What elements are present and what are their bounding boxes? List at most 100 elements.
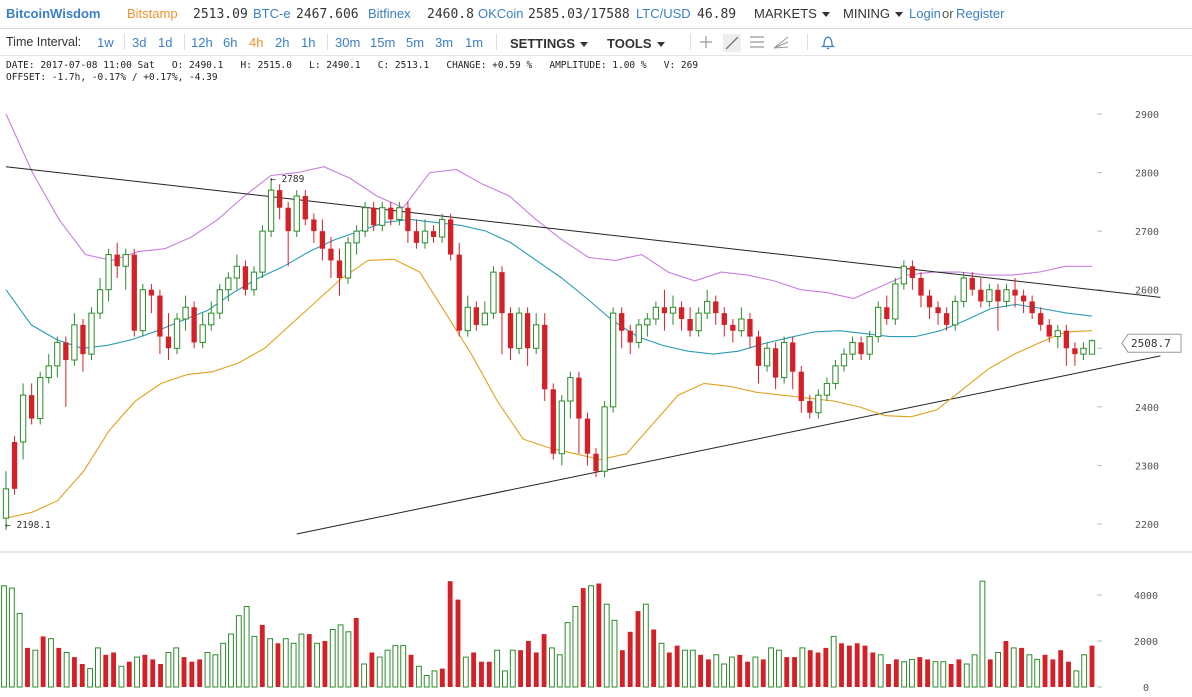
volume-bar (815, 652, 821, 687)
tools-menu[interactable]: TOOLS (607, 36, 665, 51)
interval-5m[interactable]: 5m (406, 35, 425, 50)
time-interval-label: Time Interval: (6, 35, 82, 49)
volume-bar (823, 647, 829, 687)
exchange-ltcusd-link[interactable]: LTC/USD (636, 6, 691, 21)
interval-1d[interactable]: 1d (158, 35, 173, 50)
interval-6h[interactable]: 6h (223, 35, 238, 50)
volume-bar (251, 635, 258, 688)
candle-body (713, 301, 719, 314)
interval-30m[interactable]: 30m (335, 35, 361, 50)
candle-body (619, 313, 625, 331)
volume-bar (932, 661, 939, 688)
volume-bar (72, 657, 77, 687)
price-axis: 2200230024002500260027002800290002000400… (0, 110, 1192, 694)
candle-body (524, 313, 531, 349)
candle-body (884, 307, 890, 319)
interval-4h[interactable]: 4h (249, 35, 264, 50)
register-link[interactable]: Register (956, 6, 1005, 21)
brand-logo[interactable]: BitcoinWisdom (6, 6, 101, 21)
volume-bar (689, 649, 696, 688)
candle-body (678, 307, 685, 319)
candle-body (721, 313, 727, 325)
mining-menu[interactable]: MINING (843, 6, 903, 21)
volume-bar (384, 649, 391, 688)
volume-bar (181, 657, 187, 687)
interval-3d[interactable]: 3d (132, 35, 147, 50)
candle-body (63, 342, 69, 360)
interval-3m[interactable]: 3m (435, 35, 454, 50)
volume-bar (940, 661, 947, 688)
candles (2, 178, 1096, 530)
fan-icon[interactable] (773, 34, 789, 50)
volume-bar (760, 659, 766, 687)
volume-bar (627, 631, 633, 687)
candle-body (781, 341, 788, 379)
login-link[interactable]: Login (909, 6, 941, 21)
candle-body (515, 312, 523, 349)
candle-body (361, 207, 369, 232)
volume-bar (502, 670, 508, 688)
candle-body (302, 196, 308, 220)
interval-12h[interactable]: 12h (191, 35, 213, 50)
interval-1m[interactable]: 1m (465, 35, 484, 50)
candle-body (576, 377, 582, 419)
volume-bar (1050, 659, 1056, 687)
candle-body (652, 306, 660, 320)
exchange-bitstamp-price: 2513.09 (193, 7, 248, 22)
candle-body (328, 248, 334, 261)
interval-1h[interactable]: 1h (301, 35, 316, 50)
interval-2h[interactable]: 2h (275, 35, 290, 50)
volume-bar (721, 663, 728, 688)
exchange-okcoin-link[interactable]: OKCoin (478, 6, 524, 21)
volume-tick-label: 4000 (1134, 591, 1158, 602)
volume-bar (862, 645, 868, 687)
chevron-down-icon (656, 42, 665, 48)
candle-body (635, 324, 642, 343)
volume-bar (658, 642, 665, 688)
interval-15m[interactable]: 15m (370, 35, 396, 50)
candle-body (225, 277, 232, 291)
candle-body (139, 289, 146, 332)
price-chart[interactable]: 2200230024002500260027002800290002000400… (0, 56, 1192, 697)
candle-body (405, 207, 411, 232)
crosshair-icon[interactable] (699, 35, 713, 49)
volume-bar (1073, 670, 1080, 688)
exchange-bitfinex-link[interactable]: Bitfinex (368, 6, 411, 21)
moving-averages (5, 218, 1093, 519)
candle-body (388, 207, 394, 220)
bell-icon[interactable] (821, 34, 835, 50)
volume-bar (596, 583, 602, 687)
candle-body (421, 230, 429, 244)
volume-tick-label: 0 (1143, 683, 1149, 694)
volume-bar (290, 642, 297, 688)
exchange-btce-link[interactable]: BTC-e (253, 6, 291, 21)
volume-bar (16, 612, 23, 688)
candle-body (353, 230, 360, 244)
exchange-ltcusd-price: 46.89 (697, 7, 737, 22)
candle-body (542, 324, 548, 390)
exchange-bitstamp-link[interactable]: Bitstamp (127, 6, 178, 21)
volume-bar (1026, 654, 1033, 688)
chart-toolbar: Time Interval: 1w 3d 1d 12h 6h 4h 2h 1h … (0, 29, 1192, 56)
candle-body (815, 394, 822, 414)
candle-body (396, 207, 403, 220)
volume-bar (956, 659, 962, 687)
candle-body (1088, 340, 1096, 355)
draw-line-icon[interactable] (723, 34, 741, 52)
volume-bar (471, 652, 477, 687)
fibonacci-icon[interactable] (749, 35, 765, 49)
price-tick-label: 2800 (1135, 169, 1159, 180)
candle-body (233, 265, 241, 279)
volume-bar (518, 650, 524, 687)
auth-or-text: or (942, 6, 954, 21)
volume-bar (87, 668, 94, 688)
volume-bar (909, 658, 915, 688)
settings-menu[interactable]: SETTINGS (510, 36, 589, 51)
volume-bar (1010, 647, 1017, 688)
volume-bar (282, 638, 289, 688)
candle-body (285, 207, 291, 232)
candle-body (644, 318, 651, 326)
candle-body (943, 313, 950, 325)
interval-1w[interactable]: 1w (97, 35, 114, 50)
markets-menu[interactable]: MARKETS (754, 6, 830, 21)
